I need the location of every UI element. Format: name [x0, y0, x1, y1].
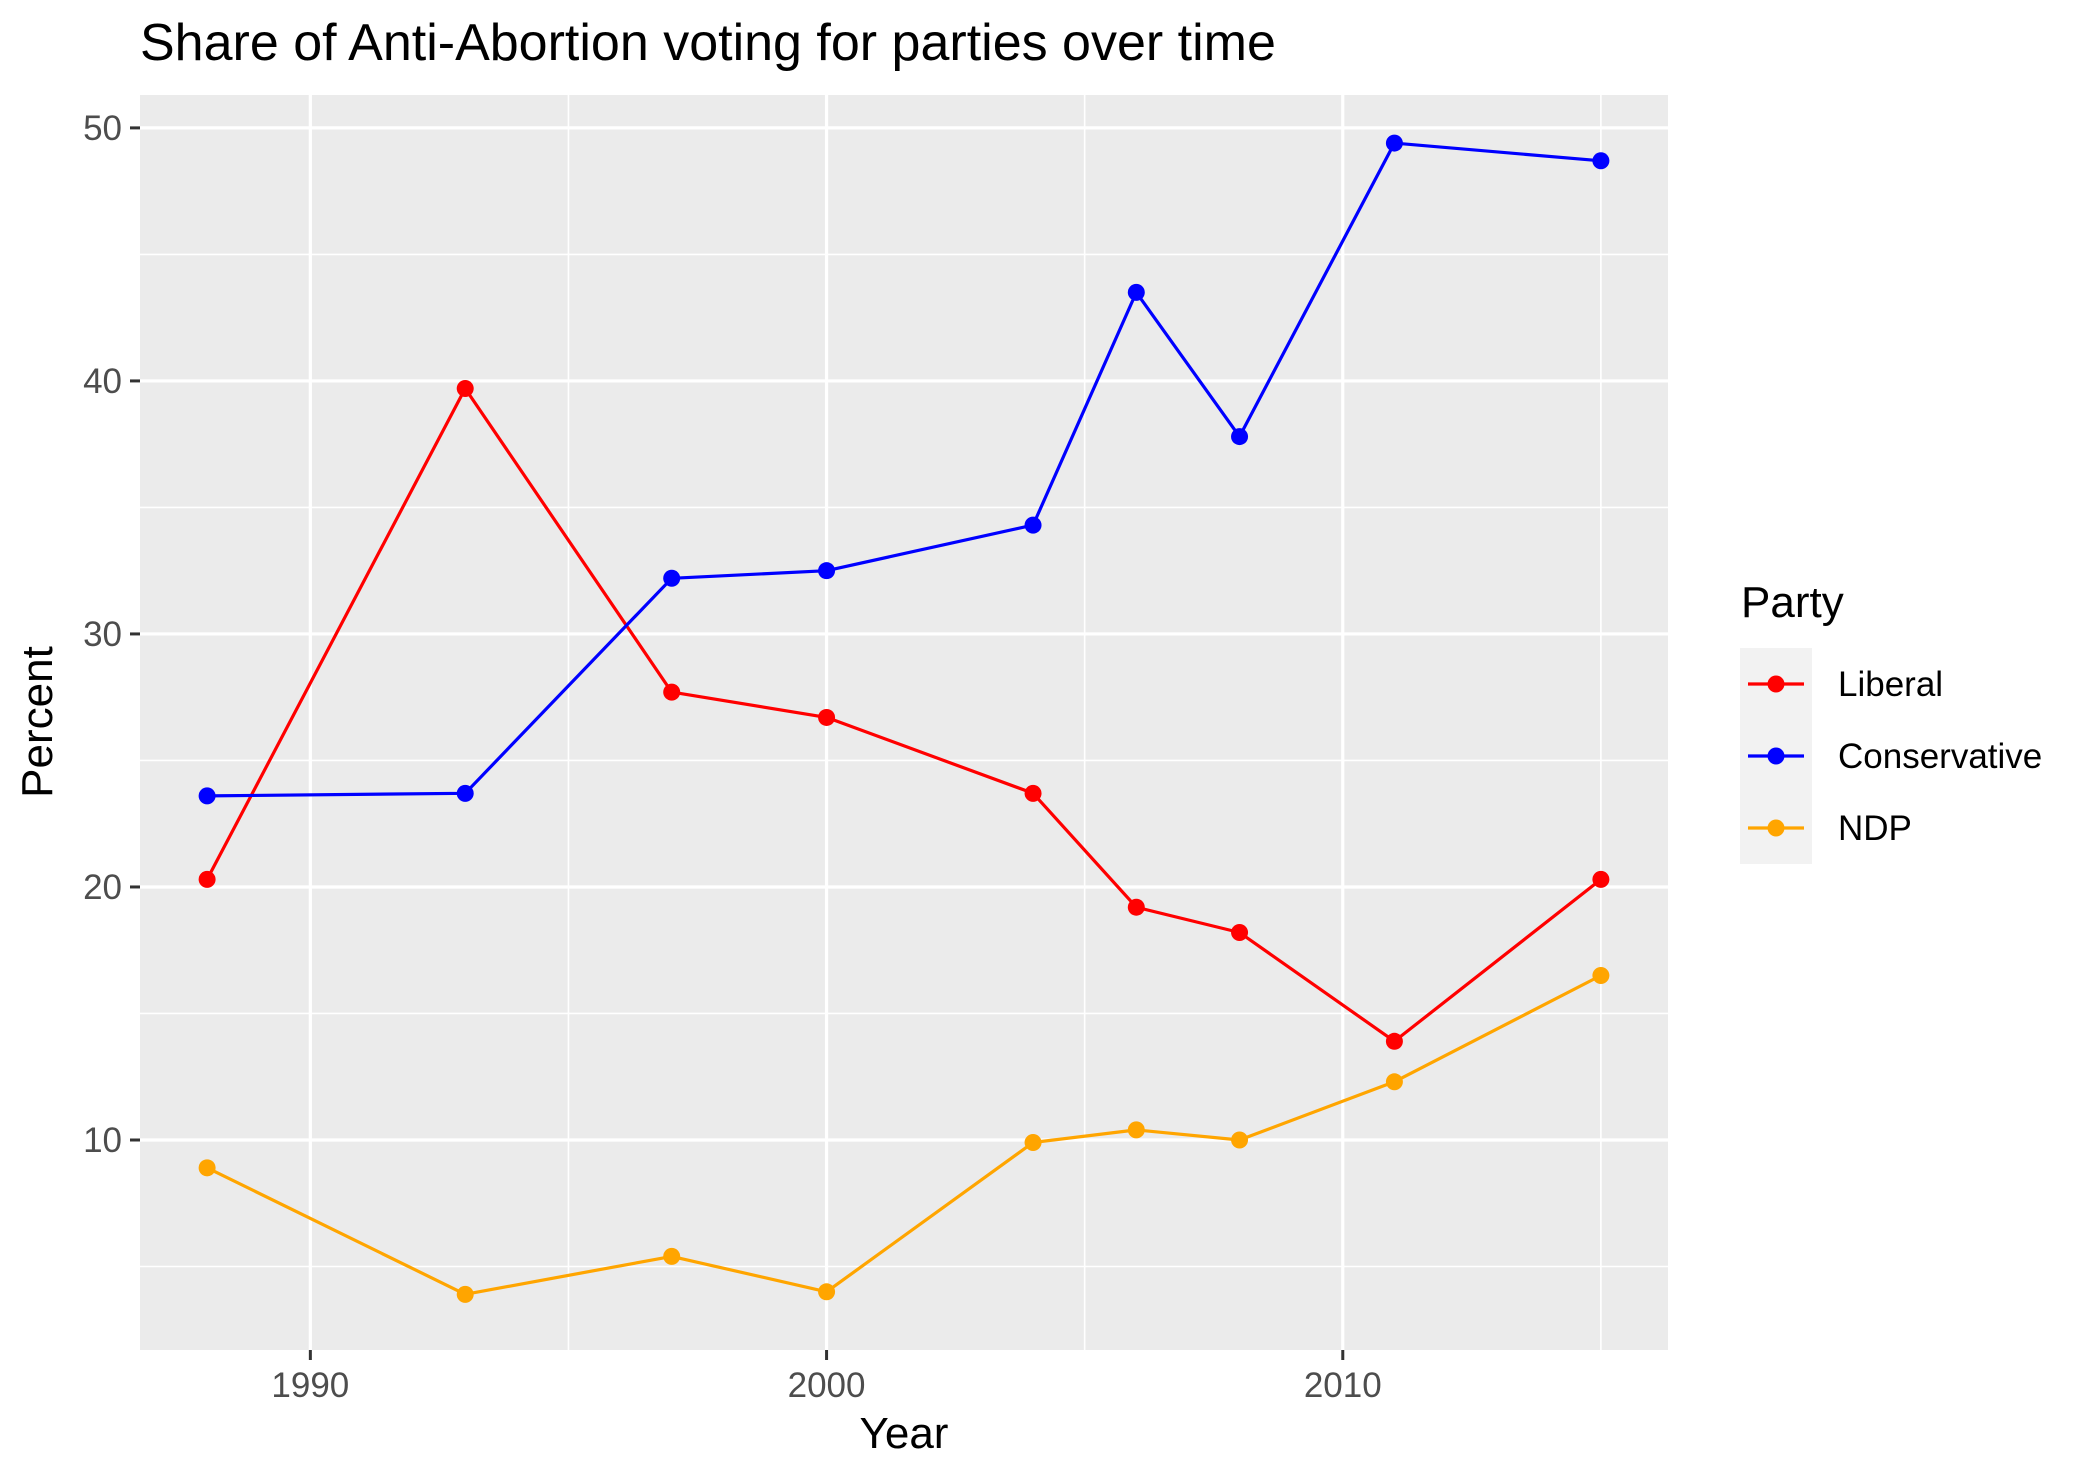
data-point-conservative [1024, 516, 1042, 534]
data-point-liberal [1231, 924, 1249, 942]
minor-gridlines [140, 95, 1668, 1350]
y-axis-title: Percent [13, 646, 62, 798]
y-axis: 10 20 30 40 50 [83, 109, 140, 1160]
data-point-liberal [1385, 1032, 1403, 1050]
legend-items: Liberal Conservative NDP [1748, 665, 2042, 848]
data-point-conservative [663, 569, 681, 587]
data-point-liberal [663, 683, 681, 701]
legend: Party Liberal Conservative NDP [1740, 578, 2042, 864]
data-point-ndp [1231, 1131, 1249, 1149]
legend-label-ndp: NDP [1838, 809, 1912, 848]
legend-label-conservative: Conservative [1838, 737, 2042, 776]
chart-title: Share of Anti-Abortion voting for partie… [140, 14, 1276, 72]
y-tick-label: 10 [83, 1121, 122, 1160]
data-point-liberal [198, 870, 216, 888]
data-point-ndp [818, 1283, 836, 1301]
y-tick-label: 40 [83, 362, 122, 401]
data-point-ndp [198, 1159, 216, 1177]
data-point-conservative [1231, 428, 1249, 446]
data-point-liberal [1592, 870, 1610, 888]
legend-key-point-ndp [1767, 819, 1785, 837]
data-point-conservative [456, 784, 474, 802]
data-point-conservative [1127, 283, 1145, 301]
data-point-ndp [1592, 967, 1610, 985]
legend-key-point-liberal [1767, 675, 1785, 693]
data-point-conservative [1385, 134, 1403, 152]
x-tick-label: 2010 [1304, 1366, 1382, 1405]
data-point-liberal [1024, 784, 1042, 802]
major-gridlines [140, 95, 1668, 1350]
x-tick-label: 2000 [788, 1366, 866, 1405]
data-point-ndp [456, 1285, 474, 1303]
y-tick-label: 50 [83, 109, 122, 148]
data-point-liberal [456, 380, 474, 398]
data-point-conservative [198, 787, 216, 805]
data-point-conservative [1592, 152, 1610, 170]
legend-key-point-conservative [1767, 747, 1785, 765]
data-point-liberal [1127, 898, 1145, 916]
data-point-ndp [1024, 1134, 1042, 1152]
legend-label-liberal: Liberal [1838, 665, 1943, 704]
y-tick-label: 30 [83, 615, 122, 654]
data-point-ndp [663, 1247, 681, 1265]
x-axis: 1990 2000 2010 [271, 1350, 1382, 1405]
data-point-ndp [1385, 1073, 1403, 1091]
series-layer [198, 134, 1610, 1303]
x-tick-label: 1990 [271, 1366, 349, 1405]
y-tick-label: 20 [83, 868, 122, 907]
data-point-ndp [1127, 1121, 1145, 1139]
legend-title: Party [1741, 578, 1844, 627]
x-axis-title: Year [860, 1409, 949, 1458]
data-point-conservative [818, 562, 836, 580]
data-point-liberal [818, 708, 836, 726]
plot-panel [140, 95, 1668, 1350]
